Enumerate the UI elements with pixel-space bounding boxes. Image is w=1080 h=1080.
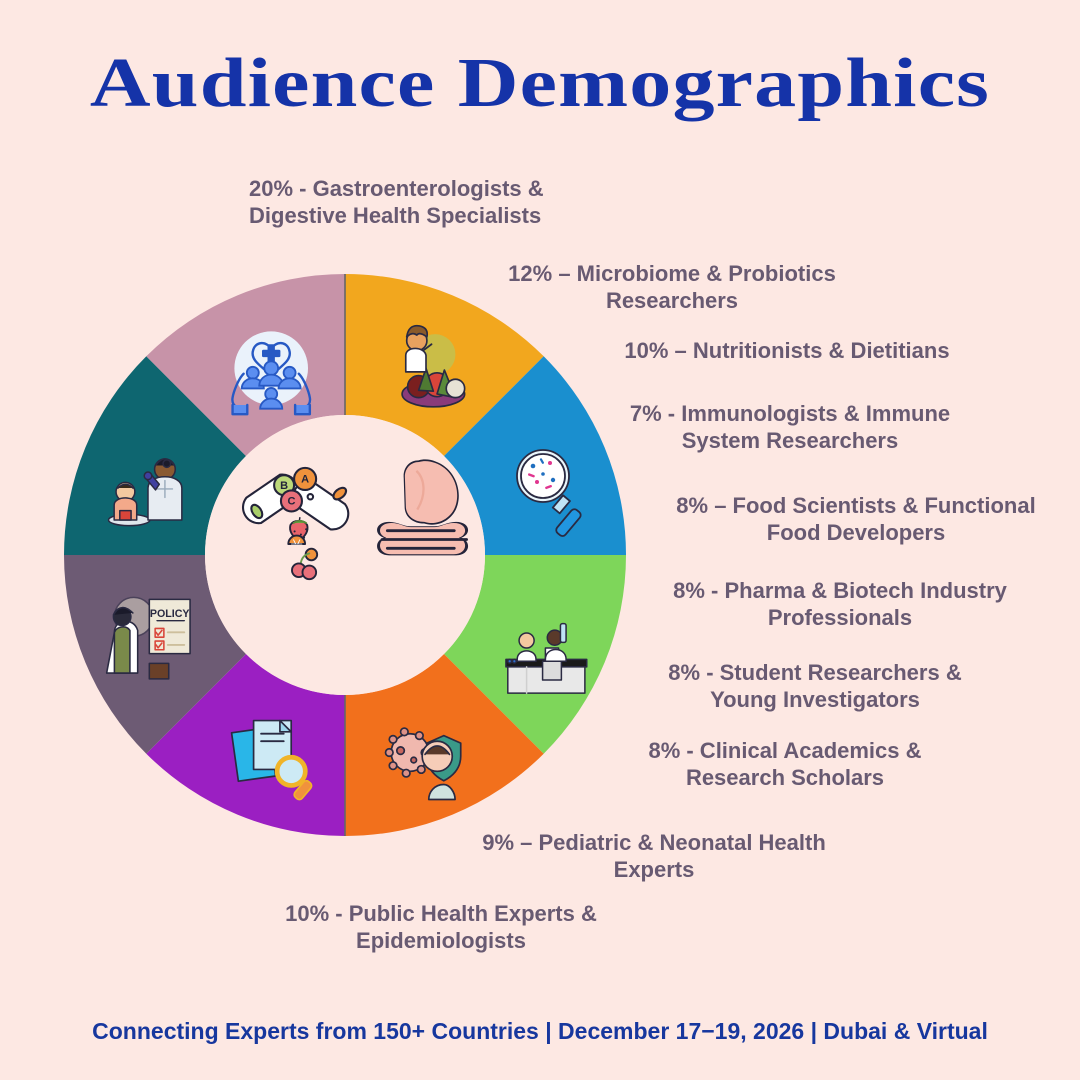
svg-text:C: C [287,496,295,508]
svg-text:B: B [280,480,288,492]
svg-text:A: A [301,474,309,486]
svg-text:POLICY: POLICY [150,608,190,620]
